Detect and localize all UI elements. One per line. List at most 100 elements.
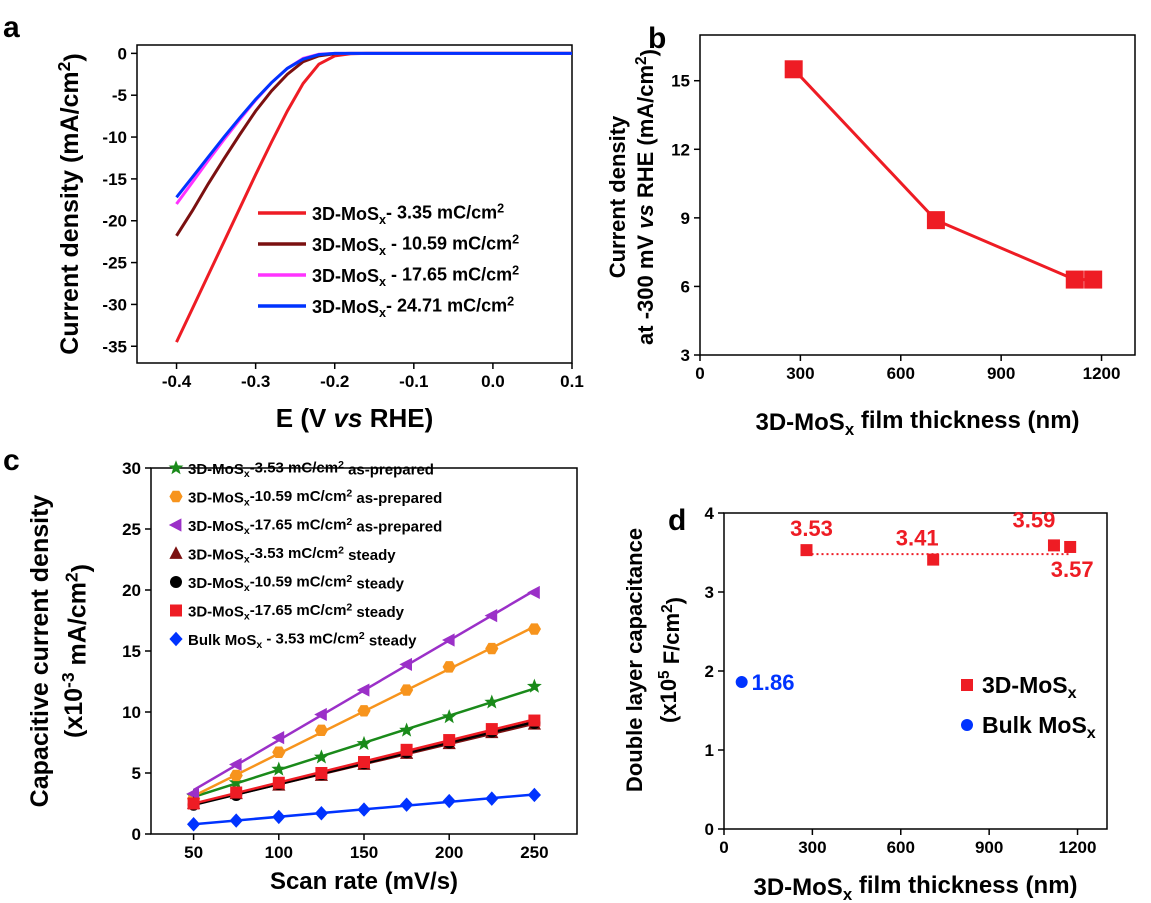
y-tick-label: -30 — [102, 295, 127, 314]
y-tick-label: 2 — [705, 662, 714, 681]
data-point — [356, 683, 370, 697]
y-axis-label: Capacitive current density — [26, 495, 54, 808]
data-point — [314, 806, 328, 821]
data-point — [527, 623, 541, 635]
data-point — [357, 802, 371, 817]
legend-marker — [168, 518, 182, 532]
data-point — [1065, 270, 1084, 289]
x-tick-label: -0.3 — [241, 372, 270, 391]
y-tick-label: 15 — [671, 72, 690, 91]
x-tick-label: 200 — [435, 843, 463, 862]
data-point — [485, 791, 499, 806]
y-axis-label: Current density — [605, 115, 630, 278]
data-point — [1047, 539, 1060, 552]
x-tick-label: 900 — [975, 838, 1003, 857]
data-point — [526, 678, 542, 693]
x-tick-label: 0 — [719, 838, 728, 857]
legend-label: 3D-MoSx - 17.65 mC/cm2​ — [312, 264, 519, 289]
data-point — [400, 743, 413, 756]
y-tick-label: -25 — [102, 254, 127, 273]
x-tick-label: 300 — [798, 838, 826, 857]
y-tick-label: -35 — [102, 337, 127, 356]
legend-label: 3D-MoSx- 24.71 mC/cm2​ — [312, 295, 514, 320]
panel-d: 0 300 600 900 1200 0 1 2 3 4 3D-MoSx film thicknes… — [622, 504, 1108, 903]
data-point — [313, 749, 329, 764]
data-point — [399, 657, 412, 672]
data-point — [527, 787, 541, 803]
legend-marker — [169, 546, 183, 559]
data-label: 1.86 — [752, 670, 795, 695]
data-point — [400, 797, 414, 812]
data-point — [527, 585, 540, 600]
y-tick-label: -5 — [112, 86, 127, 105]
x-axis-label: 3D-MoSx film thickness (nm) — [753, 872, 1077, 903]
x-tick-label: 300 — [786, 364, 814, 383]
y-tick-label: 25 — [122, 520, 141, 539]
x-axis-label: E (V vs RHE) — [276, 403, 434, 433]
series-line — [175, 51, 572, 199]
plot-frame — [699, 34, 1136, 356]
data-point — [271, 731, 285, 745]
legend-label: 3D-MoSx- 3.35 mC/cm2​ — [312, 202, 504, 227]
data-label: 3.53 — [790, 516, 833, 541]
legend-marker — [961, 679, 973, 691]
data-point — [186, 787, 199, 801]
panel-letter-a: a — [3, 11, 20, 44]
y-tick-label: 30 — [122, 459, 141, 478]
x-tick-label: -0.4 — [162, 372, 192, 391]
panel-a: -0.4 -0.3 -0.2 -0.1 0.0 0.1 0 -5 -10 -15 -20 -25 -30… — [54, 44, 584, 433]
x-tick-label: 250 — [520, 843, 548, 862]
data-point — [784, 60, 803, 79]
y-tick-label: 6 — [681, 277, 690, 296]
data-point — [1084, 270, 1103, 289]
data-point — [229, 813, 243, 828]
legend-label: 3D-MoSx - 10.59 mC/cm2​ — [312, 233, 519, 258]
legend-label: 3D-MoSx-10.59 mC/cm2 steady — [188, 573, 405, 594]
y-tick-label: 5 — [132, 764, 141, 783]
data-point — [735, 676, 748, 689]
data-point — [443, 734, 456, 747]
y-tick-label: -10 — [102, 128, 127, 147]
data-point — [230, 786, 243, 799]
panel-letter-d: d — [668, 504, 686, 537]
series-line — [792, 68, 1094, 282]
y-axis-label: (x10-3 mA/cm2) — [58, 564, 95, 738]
y-axis-label: (x105 F/cm2) — [656, 597, 687, 723]
x-tick-label: 0 — [695, 364, 704, 383]
x-tick-label: 600 — [887, 364, 915, 383]
legend-marker — [169, 631, 183, 647]
data-point — [528, 714, 541, 727]
data-point — [485, 642, 499, 655]
panel-c: 50 100 150 200 250 0 5 10 15 20 25 30 Scan rate (mV/… — [26, 459, 578, 895]
x-tick-label: 50 — [184, 843, 203, 862]
y-tick-label: 1 — [705, 741, 714, 760]
y-tick-label: 10 — [122, 703, 141, 722]
data-point — [272, 746, 286, 758]
y-tick-label: 0 — [118, 44, 127, 63]
data-label: 3.41 — [896, 526, 939, 551]
data-point — [187, 817, 201, 832]
y-tick-label: 3 — [705, 583, 714, 602]
legend-label: 3D-MoSx​ — [982, 672, 1077, 702]
legend-label: 3D-MoSx-3.53 mC/cm2 steady — [188, 544, 396, 565]
x-axis-label: 3D-MoSx film thickness (nm) — [755, 407, 1079, 439]
legend-label: Bulk MoSx​ — [982, 712, 1096, 742]
legend-label: 3D-MoSx-17.65 mC/cm2 as-prepared — [188, 516, 442, 537]
x-tick-label: 100 — [265, 843, 293, 862]
data-point — [229, 769, 243, 782]
x-tick-label: 600 — [887, 838, 915, 857]
panel-letter-c: c — [3, 444, 20, 477]
data-label: 3.57 — [1051, 557, 1094, 582]
y-tick-label: -15 — [102, 170, 127, 189]
data-point — [484, 694, 500, 709]
data-point — [356, 735, 372, 751]
panel-letter-b: b — [648, 22, 666, 55]
legend-marker — [169, 490, 183, 503]
x-tick-label: 1200 — [1083, 364, 1121, 383]
y-tick-label: 3 — [681, 346, 690, 365]
x-tick-label: 0.0 — [481, 372, 505, 391]
data-point — [442, 793, 456, 809]
x-tick-label: -0.2 — [320, 372, 349, 391]
legend-marker — [168, 460, 184, 475]
